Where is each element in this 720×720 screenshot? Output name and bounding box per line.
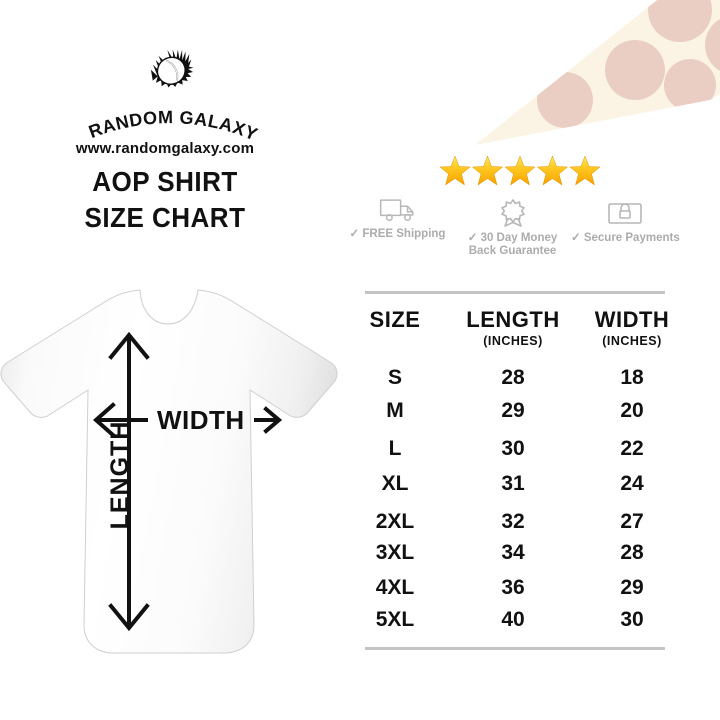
- svg-text:WIDTH: WIDTH: [157, 405, 245, 435]
- svg-text:LENGTH: LENGTH: [106, 421, 134, 530]
